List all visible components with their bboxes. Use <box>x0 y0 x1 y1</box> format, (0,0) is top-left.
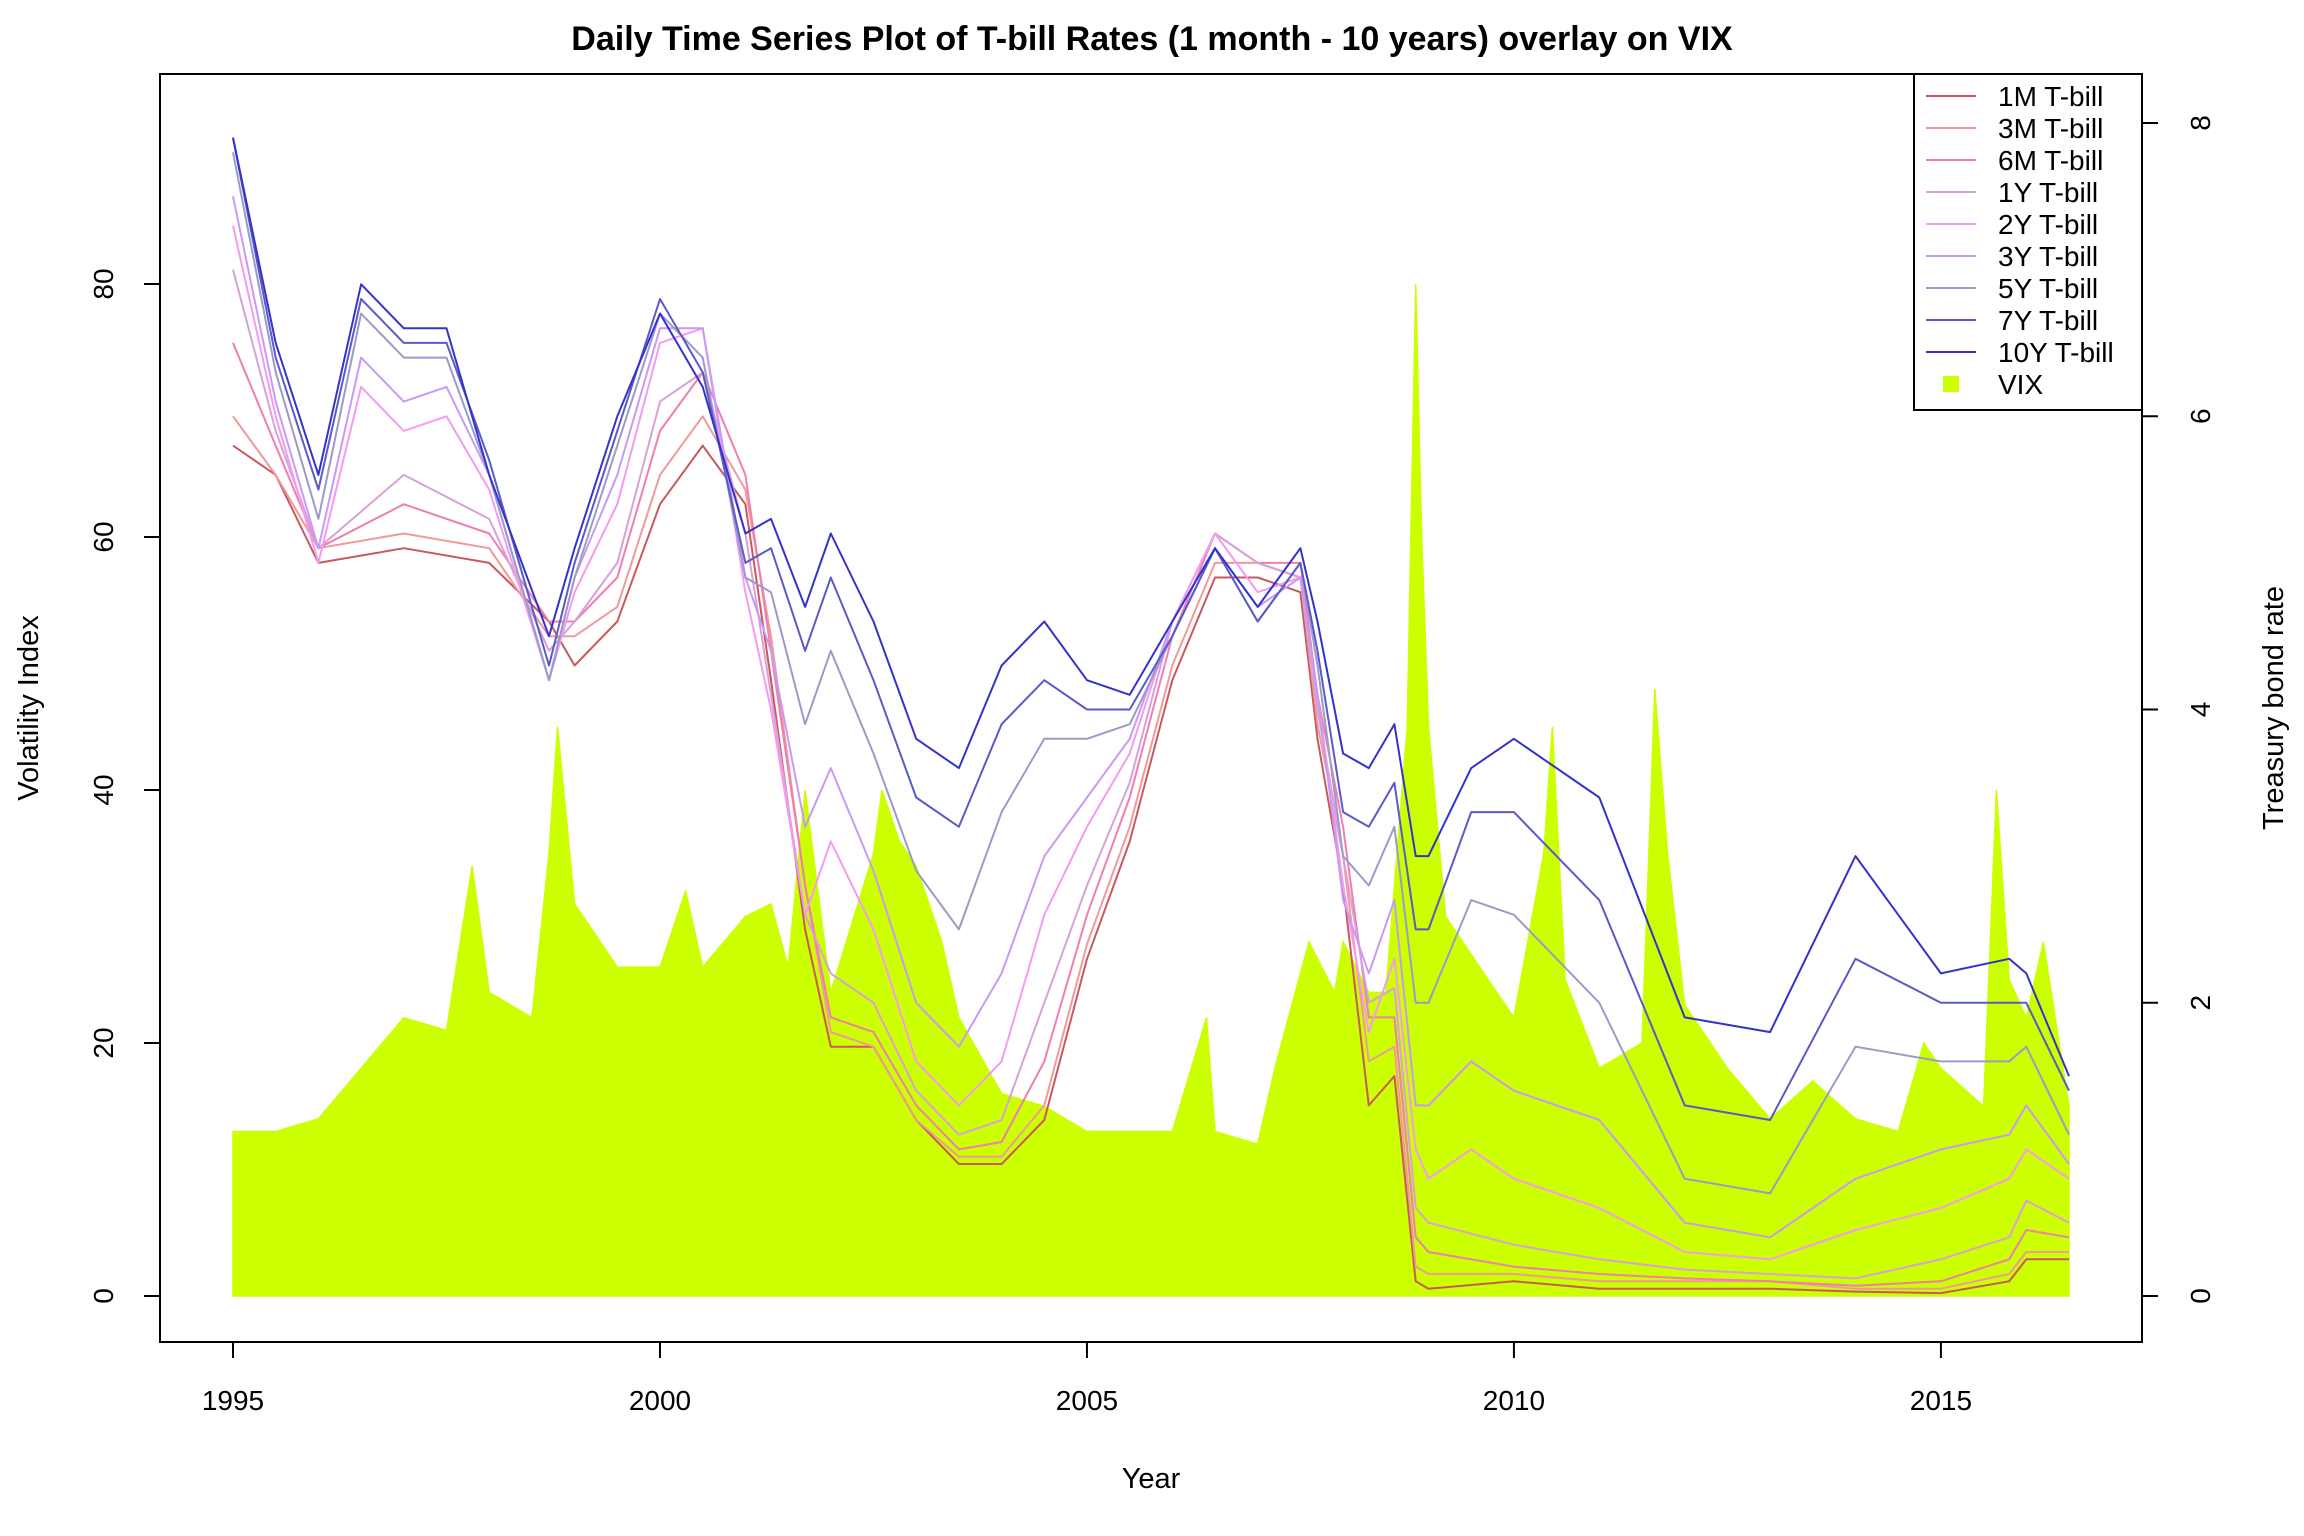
x-tick-label-2010: 2010 <box>1483 1385 1545 1416</box>
y-left-tick-label-40: 40 <box>88 774 119 805</box>
legend-label-8: 10Y T-bill <box>1998 337 2114 368</box>
chart-title: Daily Time Series Plot of T-bill Rates (… <box>571 20 1733 58</box>
legend-swatch-9 <box>1943 376 1959 392</box>
legend-box <box>1913 73 2143 411</box>
series-line-1 <box>232 415 2069 1290</box>
y-left-tick-label-80: 80 <box>88 268 119 299</box>
series-layer <box>232 137 2070 1295</box>
legend-label-2: 6M T-bill <box>1998 145 2103 176</box>
legend-label-6: 5Y T-bill <box>1998 273 2098 304</box>
legend-label-7: 7Y T-bill <box>1998 305 2098 336</box>
x-tick-label-2015: 2015 <box>1910 1385 1972 1416</box>
y-axis-label-left: Volatility Index <box>13 615 45 801</box>
y-axis-label-right: Treasury bond rate <box>2258 586 2290 830</box>
x-tick-label-2000: 2000 <box>629 1385 691 1416</box>
series-line-6 <box>232 152 2070 1195</box>
y-right-tick-label-8: 8 <box>2185 115 2216 131</box>
legend-label-5: 3Y T-bill <box>1998 241 2098 272</box>
y-left-tick-label-20: 20 <box>88 1027 119 1058</box>
y-right-tick-label-4: 4 <box>2185 702 2216 718</box>
y-left-tick-label-60: 60 <box>88 521 119 552</box>
series-line-7 <box>232 137 2070 1121</box>
legend-label-0: 1M T-bill <box>1998 81 2103 112</box>
legend-label-9: VIX <box>1998 369 2043 400</box>
x-axis-label: Year <box>1122 1463 1181 1495</box>
series-line-8 <box>232 137 2070 1077</box>
series-line-2 <box>232 342 2070 1287</box>
y-axis-left: 0 20 40 60 80 <box>88 268 161 1304</box>
vix-area <box>232 283 2070 1297</box>
y-left-tick-label-0: 0 <box>88 1288 119 1304</box>
x-tick-label-2005: 2005 <box>1056 1385 1118 1416</box>
legend-label-4: 2Y T-bill <box>1998 209 2098 240</box>
series-line-0 <box>232 444 2069 1295</box>
x-axis: 1995 2000 2005 2010 2015 <box>202 1341 1972 1416</box>
y-right-tick-label-0: 0 <box>2185 1288 2216 1304</box>
vix-area-layer <box>232 283 2070 1297</box>
x-tick-label-1995: 1995 <box>202 1385 264 1416</box>
series-line-3 <box>232 269 2070 1280</box>
y-right-tick-label-2: 2 <box>2185 995 2216 1011</box>
plot-area <box>232 137 2070 1297</box>
y-right-tick-label-6: 6 <box>2185 408 2216 424</box>
legend-label-1: 3M T-bill <box>1998 113 2103 144</box>
legend-label-3: 1Y T-bill <box>1998 177 2098 208</box>
